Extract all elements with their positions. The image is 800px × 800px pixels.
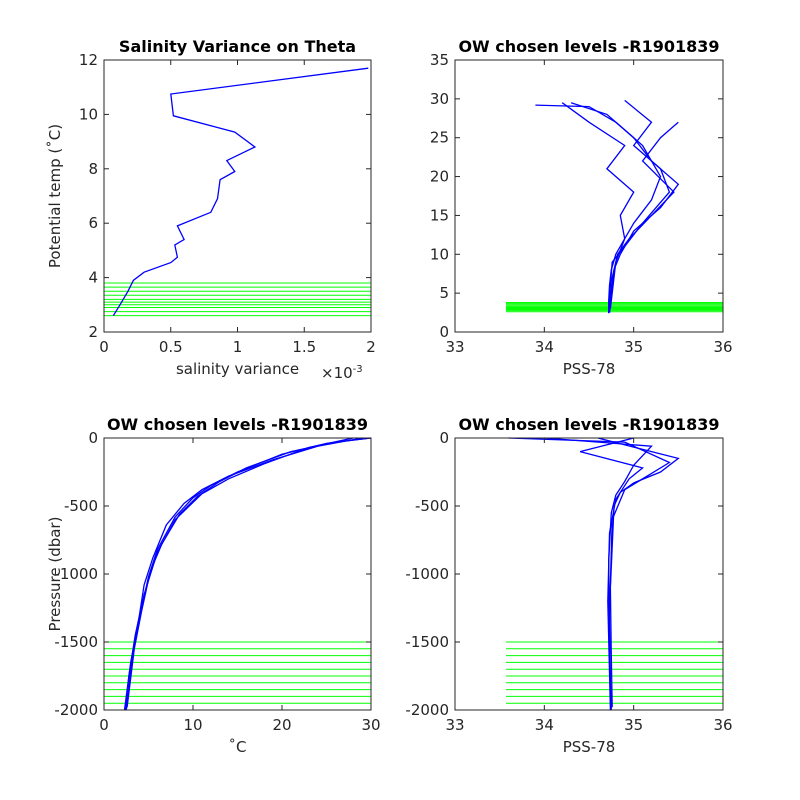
x-tick-label: 36 xyxy=(713,716,732,734)
x-tick-label: 0.5 xyxy=(159,338,183,356)
x-axis-label: PSS-78 xyxy=(563,360,616,378)
y-tick-label: 4 xyxy=(88,269,98,287)
plot-area xyxy=(505,99,723,314)
x-tick-label: 33 xyxy=(445,338,464,356)
y-tick-label: 12 xyxy=(79,51,98,69)
x-tick-label: 30 xyxy=(361,716,380,734)
x-tick-label: 35 xyxy=(624,338,643,356)
y-tick-label: 6 xyxy=(88,214,98,232)
x-tick-label: 34 xyxy=(535,716,554,734)
x-axis-label: ˚C xyxy=(229,738,247,756)
profile-line xyxy=(608,99,671,312)
x-tick-label: 34 xyxy=(535,338,554,356)
x-axis-label: salinity variance xyxy=(176,360,299,378)
chart-title: OW chosen levels -R1901839 xyxy=(107,415,368,434)
y-tick-label: 8 xyxy=(88,160,98,178)
y-tick-label: 15 xyxy=(430,206,449,224)
y-tick-label: 0 xyxy=(439,429,449,447)
profile-line xyxy=(608,121,679,313)
chart-title: OW chosen levels -R1901839 xyxy=(458,415,719,434)
y-tick-label: 0 xyxy=(439,323,449,341)
x-tick-label: 36 xyxy=(713,338,732,356)
x-axis-label: PSS-78 xyxy=(563,738,616,756)
profile-line xyxy=(126,437,372,708)
y-tick-label: -500 xyxy=(64,497,98,515)
y-tick-label: 10 xyxy=(79,105,98,123)
y-tick-label: -2000 xyxy=(54,701,98,719)
plot-area xyxy=(505,437,723,711)
x-multiplier-base: ×10 xyxy=(321,364,353,382)
axes-box xyxy=(454,59,724,333)
profile-line xyxy=(508,437,671,697)
y-tick-label: 5 xyxy=(439,284,449,302)
plot-area xyxy=(104,67,371,317)
x-tick-label: 35 xyxy=(624,716,643,734)
x-tick-label: 0 xyxy=(99,338,109,356)
profile-line xyxy=(535,104,662,314)
y-tick-label: 0 xyxy=(88,429,98,447)
x-tick-label: 2 xyxy=(366,338,376,356)
y-tick-label: -1000 xyxy=(405,565,449,583)
x-tick-label: 20 xyxy=(272,716,291,734)
y-axis-label: Pressure (dbar) xyxy=(46,517,64,632)
profile-line xyxy=(579,437,645,711)
y-tick-label: 2 xyxy=(88,323,98,341)
y-tick-label: -2000 xyxy=(405,701,449,719)
y-tick-label: 30 xyxy=(430,90,449,108)
y-tick-label: -500 xyxy=(415,497,449,515)
y-tick-label: 10 xyxy=(430,245,449,263)
x-tick-label: 33 xyxy=(445,716,464,734)
x-multiplier-exponent: -3 xyxy=(353,364,363,375)
plot-area xyxy=(104,437,372,711)
x-tick-label: 1.5 xyxy=(292,338,316,356)
x-tick-label: 0 xyxy=(99,716,109,734)
profile-line xyxy=(112,67,369,317)
y-tick-label: 20 xyxy=(430,168,449,186)
y-axis-label: Potential temp (˚C) xyxy=(46,124,64,268)
y-tick-label: -1500 xyxy=(54,633,98,651)
chart-title: OW chosen levels -R1901839 xyxy=(458,37,719,56)
x-tick-label: 10 xyxy=(183,716,202,734)
y-tick-label: -1500 xyxy=(405,633,449,651)
y-tick-label: -1000 xyxy=(54,565,98,583)
profile-line xyxy=(561,102,635,309)
profile-line xyxy=(570,102,680,313)
x-multiplier: ×10-3 xyxy=(321,364,363,382)
y-tick-label: 35 xyxy=(430,51,449,69)
chart-title: Salinity Variance on Theta xyxy=(119,37,356,56)
x-tick-label: 1 xyxy=(233,338,243,356)
profile-line xyxy=(124,437,354,711)
y-tick-label: 25 xyxy=(430,129,449,147)
